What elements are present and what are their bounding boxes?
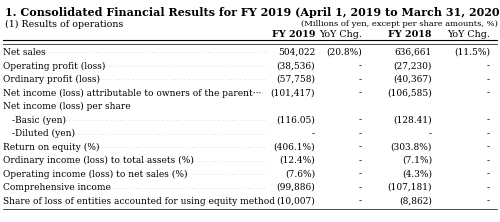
Text: -: -: [359, 115, 362, 125]
Text: -: -: [359, 170, 362, 178]
Text: Operating profit (loss): Operating profit (loss): [3, 61, 106, 71]
Text: Operating income (loss) to net sales (%): Operating income (loss) to net sales (%): [3, 170, 188, 179]
Text: -: -: [487, 61, 490, 71]
Text: Comprehensive income: Comprehensive income: [3, 183, 111, 192]
Text: -: -: [312, 129, 315, 138]
Text: Net sales: Net sales: [3, 48, 45, 57]
Text: FY 2018: FY 2018: [388, 30, 432, 39]
Text: Share of loss of entities accounted for using equity method: Share of loss of entities accounted for …: [3, 196, 275, 206]
Text: Net income (loss) attributable to owners of the parent···: Net income (loss) attributable to owners…: [3, 89, 262, 98]
Text: -: -: [359, 89, 362, 97]
Text: (20.8%): (20.8%): [326, 48, 362, 57]
Text: (40,367): (40,367): [394, 75, 432, 84]
Text: Net income (loss) per share: Net income (loss) per share: [3, 102, 130, 111]
Text: -Basic (yen): -Basic (yen): [12, 115, 66, 125]
Text: (128.41): (128.41): [394, 115, 432, 125]
Text: -Diluted (yen): -Diluted (yen): [12, 129, 75, 138]
Text: (11.5%): (11.5%): [454, 48, 490, 57]
Text: (Millions of yen, except per share amounts, %): (Millions of yen, except per share amoun…: [301, 20, 498, 28]
Text: 1. Consolidated Financial Results for FY 2019 (April 1, 2019 to March 31, 2020): 1. Consolidated Financial Results for FY…: [5, 7, 500, 18]
Text: -: -: [487, 170, 490, 178]
Text: -: -: [487, 89, 490, 97]
Text: -: -: [359, 183, 362, 192]
Text: (7.6%): (7.6%): [285, 170, 315, 178]
Text: (406.1%): (406.1%): [274, 143, 315, 151]
Text: -: -: [487, 129, 490, 138]
Text: -: -: [487, 75, 490, 84]
Text: -: -: [487, 196, 490, 206]
Text: 504,022: 504,022: [278, 48, 315, 57]
Text: YoY Chg.: YoY Chg.: [447, 30, 490, 39]
Text: (99,886): (99,886): [276, 183, 315, 192]
Text: Ordinary income (loss) to total assets (%): Ordinary income (loss) to total assets (…: [3, 156, 194, 165]
Text: (116.05): (116.05): [276, 115, 315, 125]
Text: -: -: [487, 156, 490, 165]
Text: (106,585): (106,585): [387, 89, 432, 97]
Text: (107,181): (107,181): [388, 183, 432, 192]
Text: (7.1%): (7.1%): [402, 156, 432, 165]
Text: -: -: [359, 196, 362, 206]
Text: -: -: [359, 129, 362, 138]
Text: 636,661: 636,661: [395, 48, 432, 57]
Text: -: -: [487, 183, 490, 192]
Text: Return on equity (%): Return on equity (%): [3, 143, 100, 152]
Text: -: -: [359, 143, 362, 151]
Text: -: -: [429, 129, 432, 138]
Text: (1) Results of operations: (1) Results of operations: [5, 20, 124, 29]
Text: (8,862): (8,862): [399, 196, 432, 206]
Text: -: -: [487, 143, 490, 151]
Text: YoY Chg.: YoY Chg.: [319, 30, 362, 39]
Text: (12.4%): (12.4%): [279, 156, 315, 165]
Text: Ordinary profit (loss): Ordinary profit (loss): [3, 75, 100, 84]
Text: (101,417): (101,417): [270, 89, 315, 97]
Text: (27,230): (27,230): [394, 61, 432, 71]
Text: (57,758): (57,758): [276, 75, 315, 84]
Text: (38,536): (38,536): [276, 61, 315, 71]
Text: (303.8%): (303.8%): [390, 143, 432, 151]
Text: -: -: [487, 115, 490, 125]
Text: -: -: [359, 61, 362, 71]
Text: -: -: [359, 156, 362, 165]
Text: (4.3%): (4.3%): [402, 170, 432, 178]
Text: -: -: [359, 75, 362, 84]
Text: (10,007): (10,007): [276, 196, 315, 206]
Text: FY 2019: FY 2019: [272, 30, 315, 39]
